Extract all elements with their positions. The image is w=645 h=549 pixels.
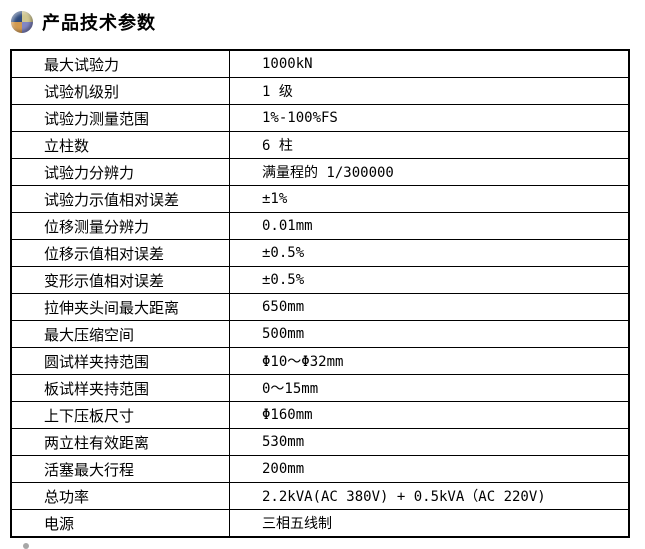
param-value-cell: 530mm	[229, 428, 630, 456]
table-row: 总功率 2.2kVA(AC 380V) + 0.5kVA（AC 220V)	[10, 482, 630, 510]
param-label-cell: 试验机级别	[10, 77, 230, 105]
page-title: 产品技术参数	[42, 13, 156, 33]
param-label-cell: 圆试样夹持范围	[10, 347, 230, 375]
param-value-cell: ±0.5%	[229, 239, 630, 267]
param-value-cell: ±0.5%	[229, 266, 630, 294]
param-value-cell: 满量程的 1/300000	[229, 158, 630, 186]
table-row: 立柱数 6 柱	[10, 131, 630, 159]
param-value-cell: 1%-100%FS	[229, 104, 630, 132]
table-row: 试验力示值相对误差 ±1%	[10, 185, 630, 213]
table-row: 圆试样夹持范围 Φ10～Φ32mm	[10, 347, 630, 375]
param-value-cell: 2.2kVA(AC 380V) + 0.5kVA（AC 220V)	[229, 482, 630, 510]
param-label-cell: 上下压板尺寸	[10, 401, 230, 429]
param-label-cell: 试验力测量范围	[10, 104, 230, 132]
param-value-cell: 0～15mm	[229, 374, 630, 402]
section-header: 产品技术参数	[0, 0, 645, 35]
table-row: 上下压板尺寸 Φ160mm	[10, 401, 630, 429]
table-row: 活塞最大行程 200mm	[10, 455, 630, 483]
table-row: 试验机级别 1 级	[10, 77, 630, 105]
table-row: 两立柱有效距离 530mm	[10, 428, 630, 456]
table-row: 位移示值相对误差 ±0.5%	[10, 239, 630, 267]
params-table-body: 最大试验力 1000kN 试验机级别 1 级试验力测量范围 1%-100%FS 立柱数 6 …	[10, 49, 630, 538]
param-value-cell: 650mm	[229, 293, 630, 321]
next-section-bullet-peek	[23, 543, 29, 549]
param-value-cell: 1000kN	[229, 49, 630, 78]
sphere-bullet-icon	[11, 11, 33, 33]
param-label-cell: 位移测量分辨力	[10, 212, 230, 240]
table-row: 板试样夹持范围 0～15mm	[10, 374, 630, 402]
param-value-cell: 0.01mm	[229, 212, 630, 240]
param-label-cell: 电源	[10, 509, 230, 538]
param-value-cell: Φ160mm	[229, 401, 630, 429]
param-value-cell: Φ10～Φ32mm	[229, 347, 630, 375]
table-row: 试验力分辨力 满量程的 1/300000	[10, 158, 630, 186]
param-value-cell: 三相五线制	[229, 509, 630, 538]
param-label-cell: 立柱数	[10, 131, 230, 159]
table-row: 最大试验力 1000kN	[10, 49, 630, 78]
param-value-cell: ±1%	[229, 185, 630, 213]
param-label-cell: 位移示值相对误差	[10, 239, 230, 267]
table-row: 电源 三相五线制	[10, 509, 630, 538]
param-label-cell: 试验力示值相对误差	[10, 185, 230, 213]
table-row: 变形示值相对误差 ±0.5%	[10, 266, 630, 294]
param-label-cell: 两立柱有效距离	[10, 428, 230, 456]
param-label-cell: 活塞最大行程	[10, 455, 230, 483]
param-label-cell: 变形示值相对误差	[10, 266, 230, 294]
param-value-cell: 500mm	[229, 320, 630, 348]
param-value-cell: 1 级	[229, 77, 630, 105]
table-row: 拉伸夹头间最大距离 650mm	[10, 293, 630, 321]
param-value-cell: 200mm	[229, 455, 630, 483]
param-label-cell: 板试样夹持范围	[10, 374, 230, 402]
parameters-table: 最大试验力 1000kN 试验机级别 1 级试验力测量范围 1%-100%FS 立柱数 6 …	[10, 49, 630, 538]
param-label-cell: 拉伸夹头间最大距离	[10, 293, 230, 321]
param-label-cell: 最大压缩空间	[10, 320, 230, 348]
table-row: 位移测量分辨力 0.01mm	[10, 212, 630, 240]
table-row: 最大压缩空间 500mm	[10, 320, 630, 348]
table-row: 试验力测量范围 1%-100%FS	[10, 104, 630, 132]
param-label-cell: 试验力分辨力	[10, 158, 230, 186]
param-label-cell: 总功率	[10, 482, 230, 510]
param-label-cell: 最大试验力	[10, 49, 230, 78]
param-value-cell: 6 柱	[229, 131, 630, 159]
